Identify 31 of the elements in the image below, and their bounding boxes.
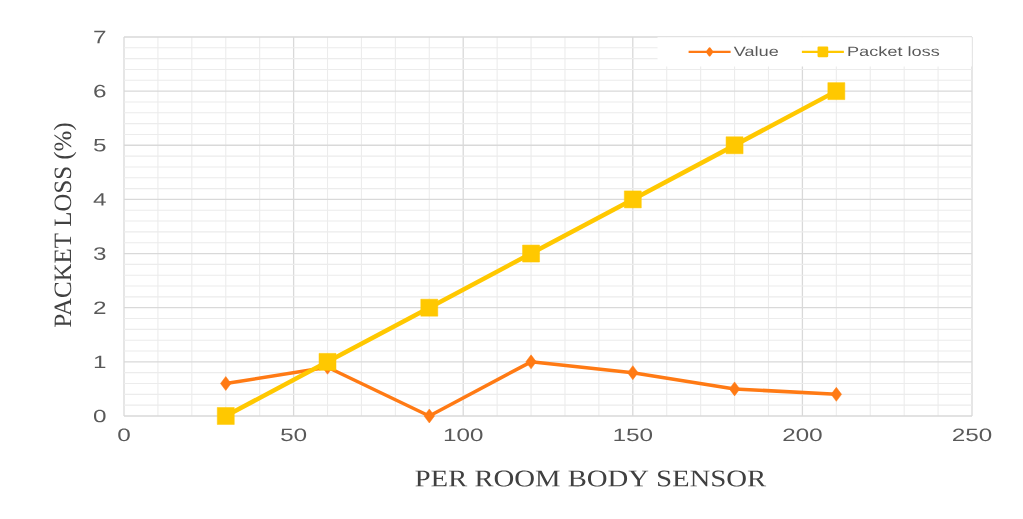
y-tick-label: 5 xyxy=(94,139,106,152)
y-tick-label: 7 xyxy=(94,30,106,44)
y-axis-title: PACKET LOSS (%) xyxy=(53,123,77,327)
point xyxy=(217,407,235,425)
point xyxy=(420,298,439,317)
x-tick-label: 250 xyxy=(953,428,992,442)
legend-label: Value xyxy=(733,46,778,57)
point xyxy=(830,387,842,402)
y-tick-label: 1 xyxy=(94,355,106,369)
point xyxy=(827,82,846,100)
point xyxy=(522,244,540,263)
x-tick-label: 100 xyxy=(444,428,483,442)
x-tick-label: 0 xyxy=(118,428,130,442)
legend-label: Packet loss xyxy=(848,46,940,57)
point xyxy=(624,190,642,209)
y-tick-label: 4 xyxy=(93,193,106,206)
x-axis-title: PER ROOM BODY SENSOR xyxy=(415,470,767,487)
point xyxy=(627,365,639,380)
y-tick-label: 6 xyxy=(94,84,106,98)
y-tick-label: 2 xyxy=(94,301,106,314)
point xyxy=(525,354,537,370)
y-tick-label: 0 xyxy=(93,409,106,423)
point xyxy=(423,408,435,424)
x-tick-label: 200 xyxy=(783,428,822,442)
y-tick-label: 3 xyxy=(93,247,106,260)
point xyxy=(725,136,744,155)
point xyxy=(220,376,232,391)
point xyxy=(318,353,337,371)
x-tick-label: 50 xyxy=(281,428,307,442)
point xyxy=(729,381,741,397)
x-tick-label: 150 xyxy=(614,428,653,442)
